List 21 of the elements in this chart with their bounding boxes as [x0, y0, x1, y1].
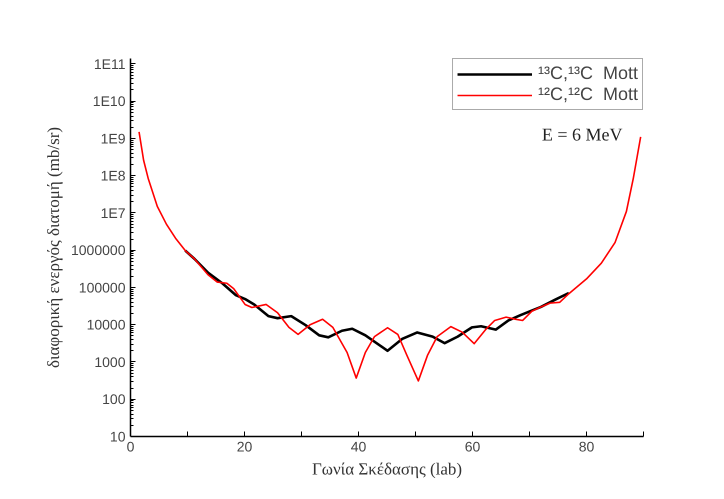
y-tick-label: 1000 — [94, 354, 126, 370]
x-tick-label: 0 — [126, 438, 135, 454]
y-tick-label: 1E9 — [100, 130, 126, 146]
legend-label: ¹³C,¹³C Mott — [538, 63, 638, 84]
y-tick-label: 100 — [102, 391, 126, 408]
y-tick-label: 10 — [110, 428, 126, 444]
legend-label: ¹²C,¹²C Mott — [538, 84, 638, 105]
y-tick-label: 1E11 — [94, 56, 126, 72]
y-tick-label: 1E10 — [92, 93, 126, 110]
x-tick-label: 80 — [578, 438, 594, 454]
x-tick-label: 40 — [350, 438, 366, 454]
x-axis-title: Γωνία Σκέδασης (lab) — [312, 460, 462, 478]
y-tick-label: 1E8 — [100, 168, 126, 184]
x-tick-label: 60 — [464, 438, 480, 454]
y-tick-label: 1000000 — [70, 242, 126, 258]
y-tick-label: 1E7 — [100, 204, 126, 221]
annotation: E = 6 MeV — [542, 124, 622, 144]
y-axis-title: διαφορική ενεργός διατομή (mb/sr) — [44, 126, 63, 368]
x-tick-label: 20 — [236, 438, 252, 454]
y-tick-label: 100000 — [78, 279, 126, 296]
y-tick-label: 10000 — [86, 316, 126, 333]
